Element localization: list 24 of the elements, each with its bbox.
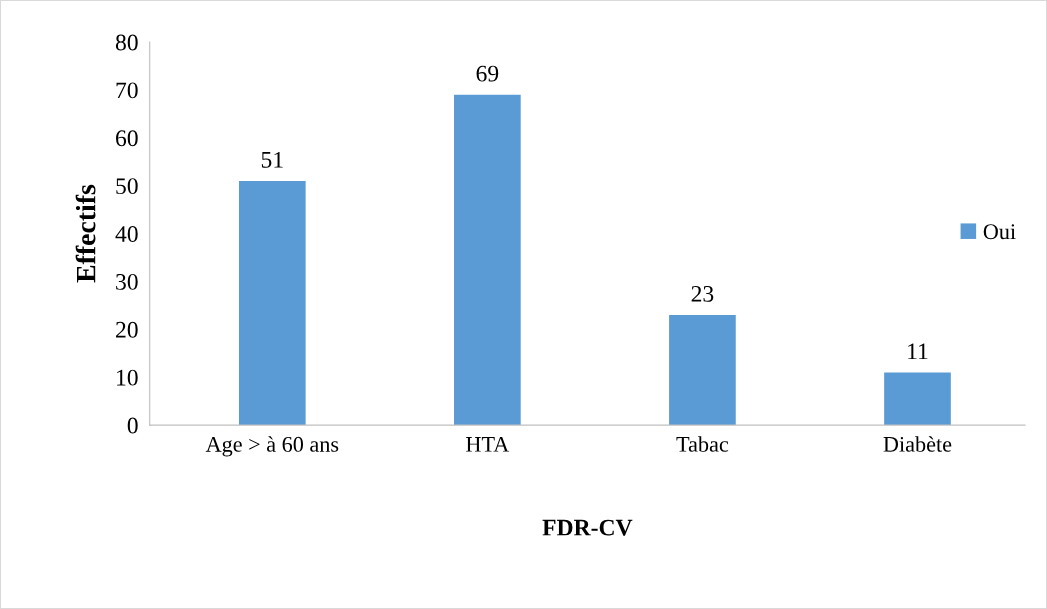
bar (884, 372, 951, 426)
data-label: 51 (261, 151, 283, 168)
data-label: 11 (908, 343, 928, 360)
data-label: 69 (476, 65, 499, 82)
bar (669, 314, 736, 426)
data-label: 23 (691, 285, 714, 302)
y-tick-label: 20 (116, 321, 138, 338)
x-tick-label: HTA (466, 436, 510, 452)
y-tick-label: 70 (116, 82, 138, 99)
y-tick-label: 30 (116, 273, 138, 290)
y-tick-label: 80 (115, 34, 138, 51)
y-tick-label: 60 (116, 130, 138, 147)
y-tick-label: 10 (117, 369, 138, 386)
y-tick-label: 50 (116, 178, 138, 195)
x-tick-label: Tabac (676, 436, 729, 452)
x-axis-title: FDR-CV (542, 519, 633, 536)
x-tick-label: Age > à 60 ans (205, 436, 339, 457)
y-tick-label: 0 (127, 417, 138, 434)
x-tick-label: Diabète (883, 436, 952, 452)
legend-label: Oui (983, 224, 1016, 240)
bar (454, 94, 521, 426)
bar (238, 180, 306, 426)
y-axis-title: Effectifs (75, 184, 96, 283)
y-tick-label: 40 (115, 226, 138, 242)
